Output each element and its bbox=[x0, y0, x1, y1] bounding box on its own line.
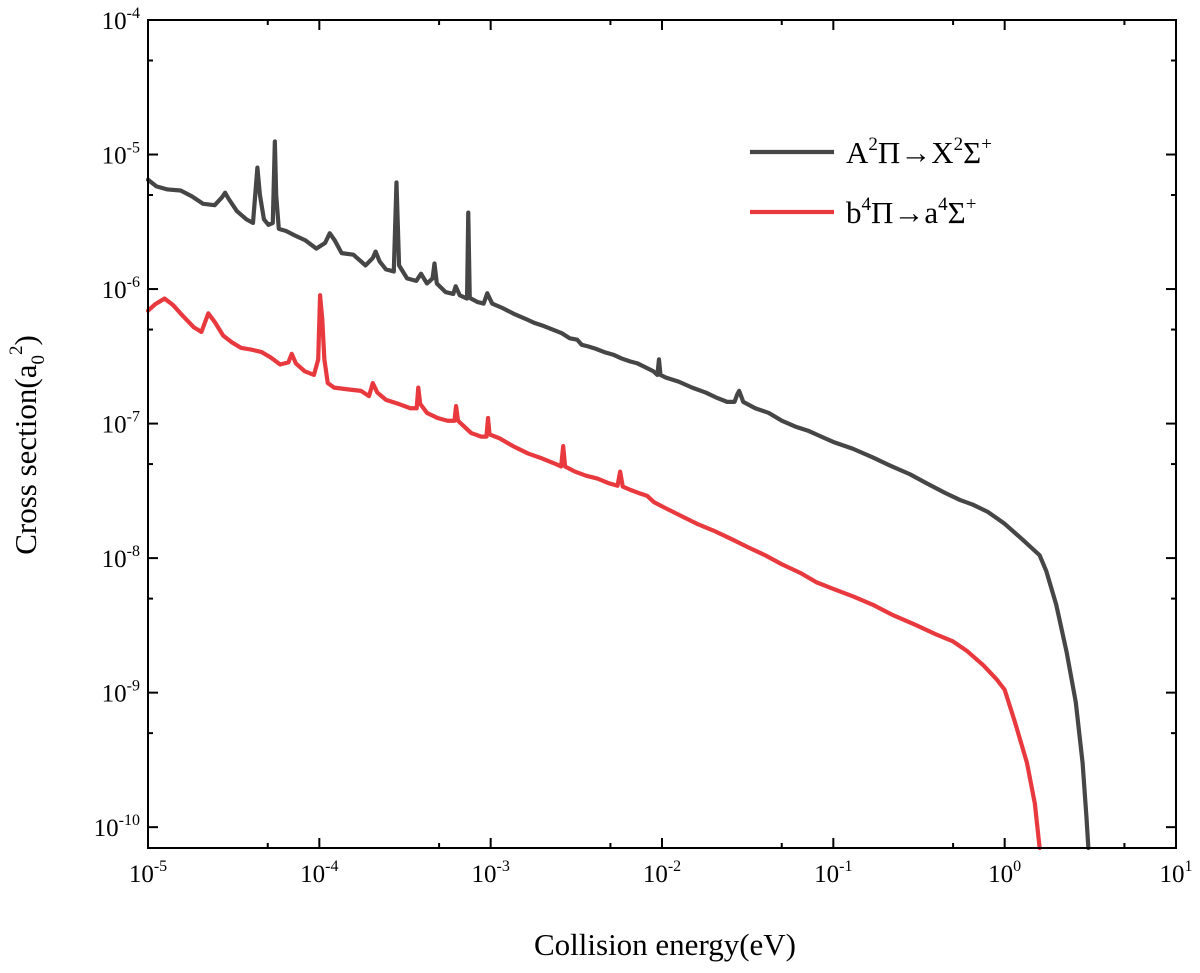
y-tick-base: 10 bbox=[102, 277, 127, 304]
x-tick-exponent: -1 bbox=[839, 858, 852, 875]
y-axis-title-base: Cross section(a bbox=[8, 364, 43, 555]
y-tick-label: 10-9 bbox=[102, 678, 140, 708]
x-tick-base: 10 bbox=[643, 861, 668, 888]
x-tick-exponent: -5 bbox=[154, 858, 167, 875]
x-tick-base: 10 bbox=[472, 861, 497, 888]
x-tick-label: 10-4 bbox=[300, 858, 338, 888]
x-tick-base: 10 bbox=[129, 861, 154, 888]
y-tick-exponent: -6 bbox=[127, 274, 140, 291]
y-tick-label: 10-10 bbox=[94, 812, 140, 842]
legend-label-part: Π→a bbox=[871, 195, 938, 230]
y-tick-exponent: -7 bbox=[127, 409, 140, 426]
legend-label-part: Π→X bbox=[878, 135, 954, 170]
legend-label-2: b4Π→a4Σ+ bbox=[846, 194, 976, 230]
y-tick-exponent: -10 bbox=[119, 812, 140, 829]
legend-label-part: 4 bbox=[862, 194, 872, 215]
x-tick-label: 101 bbox=[1160, 858, 1193, 888]
axis-ticks bbox=[147, 19, 1177, 848]
legend: A2Π→X2Σ+b4Π→a4Σ+ bbox=[750, 134, 992, 230]
legend-label-part: + bbox=[981, 134, 992, 155]
y-tick-label: 10-4 bbox=[102, 5, 140, 35]
y-tick-exponent: -8 bbox=[127, 543, 140, 560]
x-tick-exponent: -4 bbox=[325, 858, 338, 875]
x-tick-exponent: 1 bbox=[1185, 858, 1193, 875]
x-tick-base: 10 bbox=[988, 861, 1013, 888]
x-tick-label: 100 bbox=[988, 858, 1021, 888]
y-tick-label: 10-6 bbox=[102, 274, 140, 304]
legend-label-part: 4 bbox=[938, 194, 948, 215]
y-axis-title: Cross section(a02) bbox=[6, 335, 49, 555]
y-tick-label: 10-7 bbox=[102, 409, 140, 439]
x-tick-exponent: -3 bbox=[497, 858, 510, 875]
x-tick-label: 10-3 bbox=[472, 858, 510, 888]
series-line-2 bbox=[145, 293, 1042, 851]
y-tick-base: 10 bbox=[102, 412, 127, 439]
y-axis-title-close: ) bbox=[8, 335, 43, 345]
x-axis-title: Collision energy(eV) bbox=[534, 927, 796, 962]
y-axis-title-sup: 2 bbox=[6, 346, 27, 356]
legend-label-part: Σ bbox=[963, 135, 981, 170]
y-tick-label: 10-5 bbox=[102, 140, 140, 170]
legend-label-part: A bbox=[846, 135, 869, 170]
series-line-1 bbox=[145, 139, 1091, 851]
y-tick-exponent: -5 bbox=[127, 140, 140, 157]
y-tick-base: 10 bbox=[102, 681, 127, 708]
x-tick-exponent: -2 bbox=[668, 858, 681, 875]
x-tick-label: 10-1 bbox=[814, 858, 852, 888]
legend-label-part: 2 bbox=[868, 134, 878, 155]
y-tick-base: 10 bbox=[94, 815, 119, 842]
legend-label-1: A2Π→X2Σ+ bbox=[846, 134, 992, 170]
x-tick-label: 10-2 bbox=[643, 858, 681, 888]
y-tick-base: 10 bbox=[102, 546, 127, 573]
y-tick-label: 10-8 bbox=[102, 543, 140, 573]
legend-label-part: Σ bbox=[948, 195, 966, 230]
y-axis-title-sub: 0 bbox=[28, 355, 49, 365]
y-tick-exponent: -9 bbox=[127, 678, 140, 695]
plot-area-frame bbox=[147, 19, 1177, 849]
x-axis-tick-labels: 10-5 10-4 10-3 10-2 10-1 100 101 bbox=[129, 858, 1193, 888]
series-layer bbox=[145, 139, 1091, 851]
y-tick-base: 10 bbox=[102, 8, 127, 35]
x-tick-base: 10 bbox=[814, 861, 839, 888]
x-tick-label: 10-5 bbox=[129, 858, 167, 888]
y-tick-base: 10 bbox=[102, 143, 127, 170]
legend-label-part: b bbox=[846, 195, 862, 230]
legend-label-part: 2 bbox=[954, 134, 964, 155]
x-tick-base: 10 bbox=[300, 861, 325, 888]
x-tick-base: 10 bbox=[1160, 861, 1185, 888]
legend-label-part: + bbox=[966, 194, 977, 215]
y-tick-exponent: -4 bbox=[127, 5, 140, 22]
x-tick-exponent: 0 bbox=[1013, 858, 1021, 875]
